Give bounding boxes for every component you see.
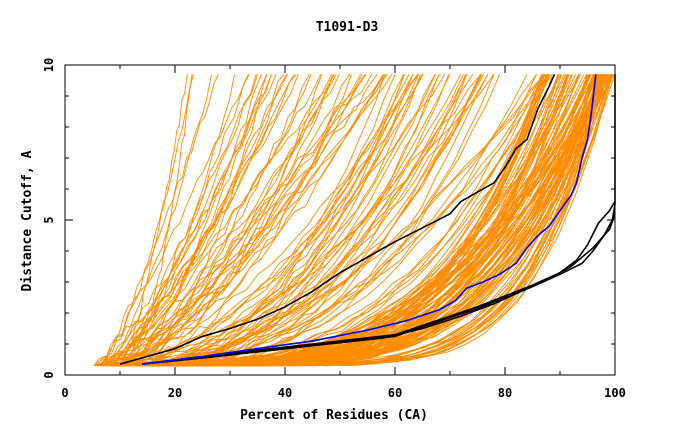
x-tick-label: 20 xyxy=(168,386,182,400)
model-bundle xyxy=(93,73,616,367)
y-tick-labels: 0 5 10 xyxy=(42,58,56,379)
model-curve xyxy=(96,74,335,367)
highlight-series-3 xyxy=(141,213,616,365)
highlight-series-4 xyxy=(141,74,597,365)
model-curve xyxy=(112,74,322,366)
model-curve xyxy=(150,74,483,367)
model-curve xyxy=(131,74,285,367)
model-curve xyxy=(99,74,423,367)
y-tick-label-wrap: 10 xyxy=(42,58,56,72)
model-curve xyxy=(105,74,404,367)
model-curve xyxy=(108,74,272,367)
model-curve xyxy=(100,74,219,366)
model-curve xyxy=(97,74,257,367)
model-curve xyxy=(135,74,267,367)
axis-ticks xyxy=(64,64,616,376)
model-curve xyxy=(93,74,212,366)
model-curve xyxy=(99,74,340,367)
model-curve xyxy=(97,74,387,367)
y-tick-label-wrap: 0 xyxy=(42,371,56,378)
model-curve xyxy=(116,74,495,367)
model-curve xyxy=(101,74,277,367)
model-curve xyxy=(129,74,612,367)
x-axis-title: Percent of Residues (CA) xyxy=(240,408,428,423)
model-curve xyxy=(118,74,467,367)
y-tick-label: 10 xyxy=(42,58,56,72)
model-curve xyxy=(143,74,501,367)
model-curve xyxy=(99,74,259,366)
y-tick-label: 5 xyxy=(42,216,56,223)
model-curve xyxy=(128,74,602,367)
model-curve xyxy=(121,74,249,367)
model-curve xyxy=(102,74,387,367)
y-tick-label: 0 xyxy=(42,371,56,378)
model-curve xyxy=(125,74,193,366)
x-tick-label: 80 xyxy=(498,386,512,400)
plot-area xyxy=(64,64,616,376)
model-curve xyxy=(125,74,351,367)
highlighted-models xyxy=(119,73,616,365)
model-curve xyxy=(104,74,366,367)
x-tick-label: 60 xyxy=(388,386,402,400)
y-axis-title-wrap: Distance Cutoff, A xyxy=(20,150,35,291)
model-curve xyxy=(142,74,450,367)
x-tick-label: 40 xyxy=(278,386,292,400)
model-curve xyxy=(98,74,250,367)
model-curve xyxy=(108,74,378,367)
model-curve xyxy=(126,74,482,367)
model-curve xyxy=(116,74,287,367)
x-tick-labels: 0 20 40 60 80 100 xyxy=(61,386,625,400)
highlight-series-1 xyxy=(141,200,616,365)
model-curve xyxy=(130,74,262,366)
chart-title: T1091-D3 xyxy=(316,20,379,35)
highlight-series-0 xyxy=(119,73,556,365)
model-curve xyxy=(121,74,334,367)
x-tick-label: 100 xyxy=(604,386,626,400)
y-tick-label-wrap: 5 xyxy=(42,216,56,223)
model-curve xyxy=(94,74,194,366)
y-axis-title: Distance Cutoff, A xyxy=(20,150,35,291)
model-curve xyxy=(114,74,272,367)
model-curve xyxy=(98,74,419,367)
x-tick-label: 0 xyxy=(61,386,68,400)
